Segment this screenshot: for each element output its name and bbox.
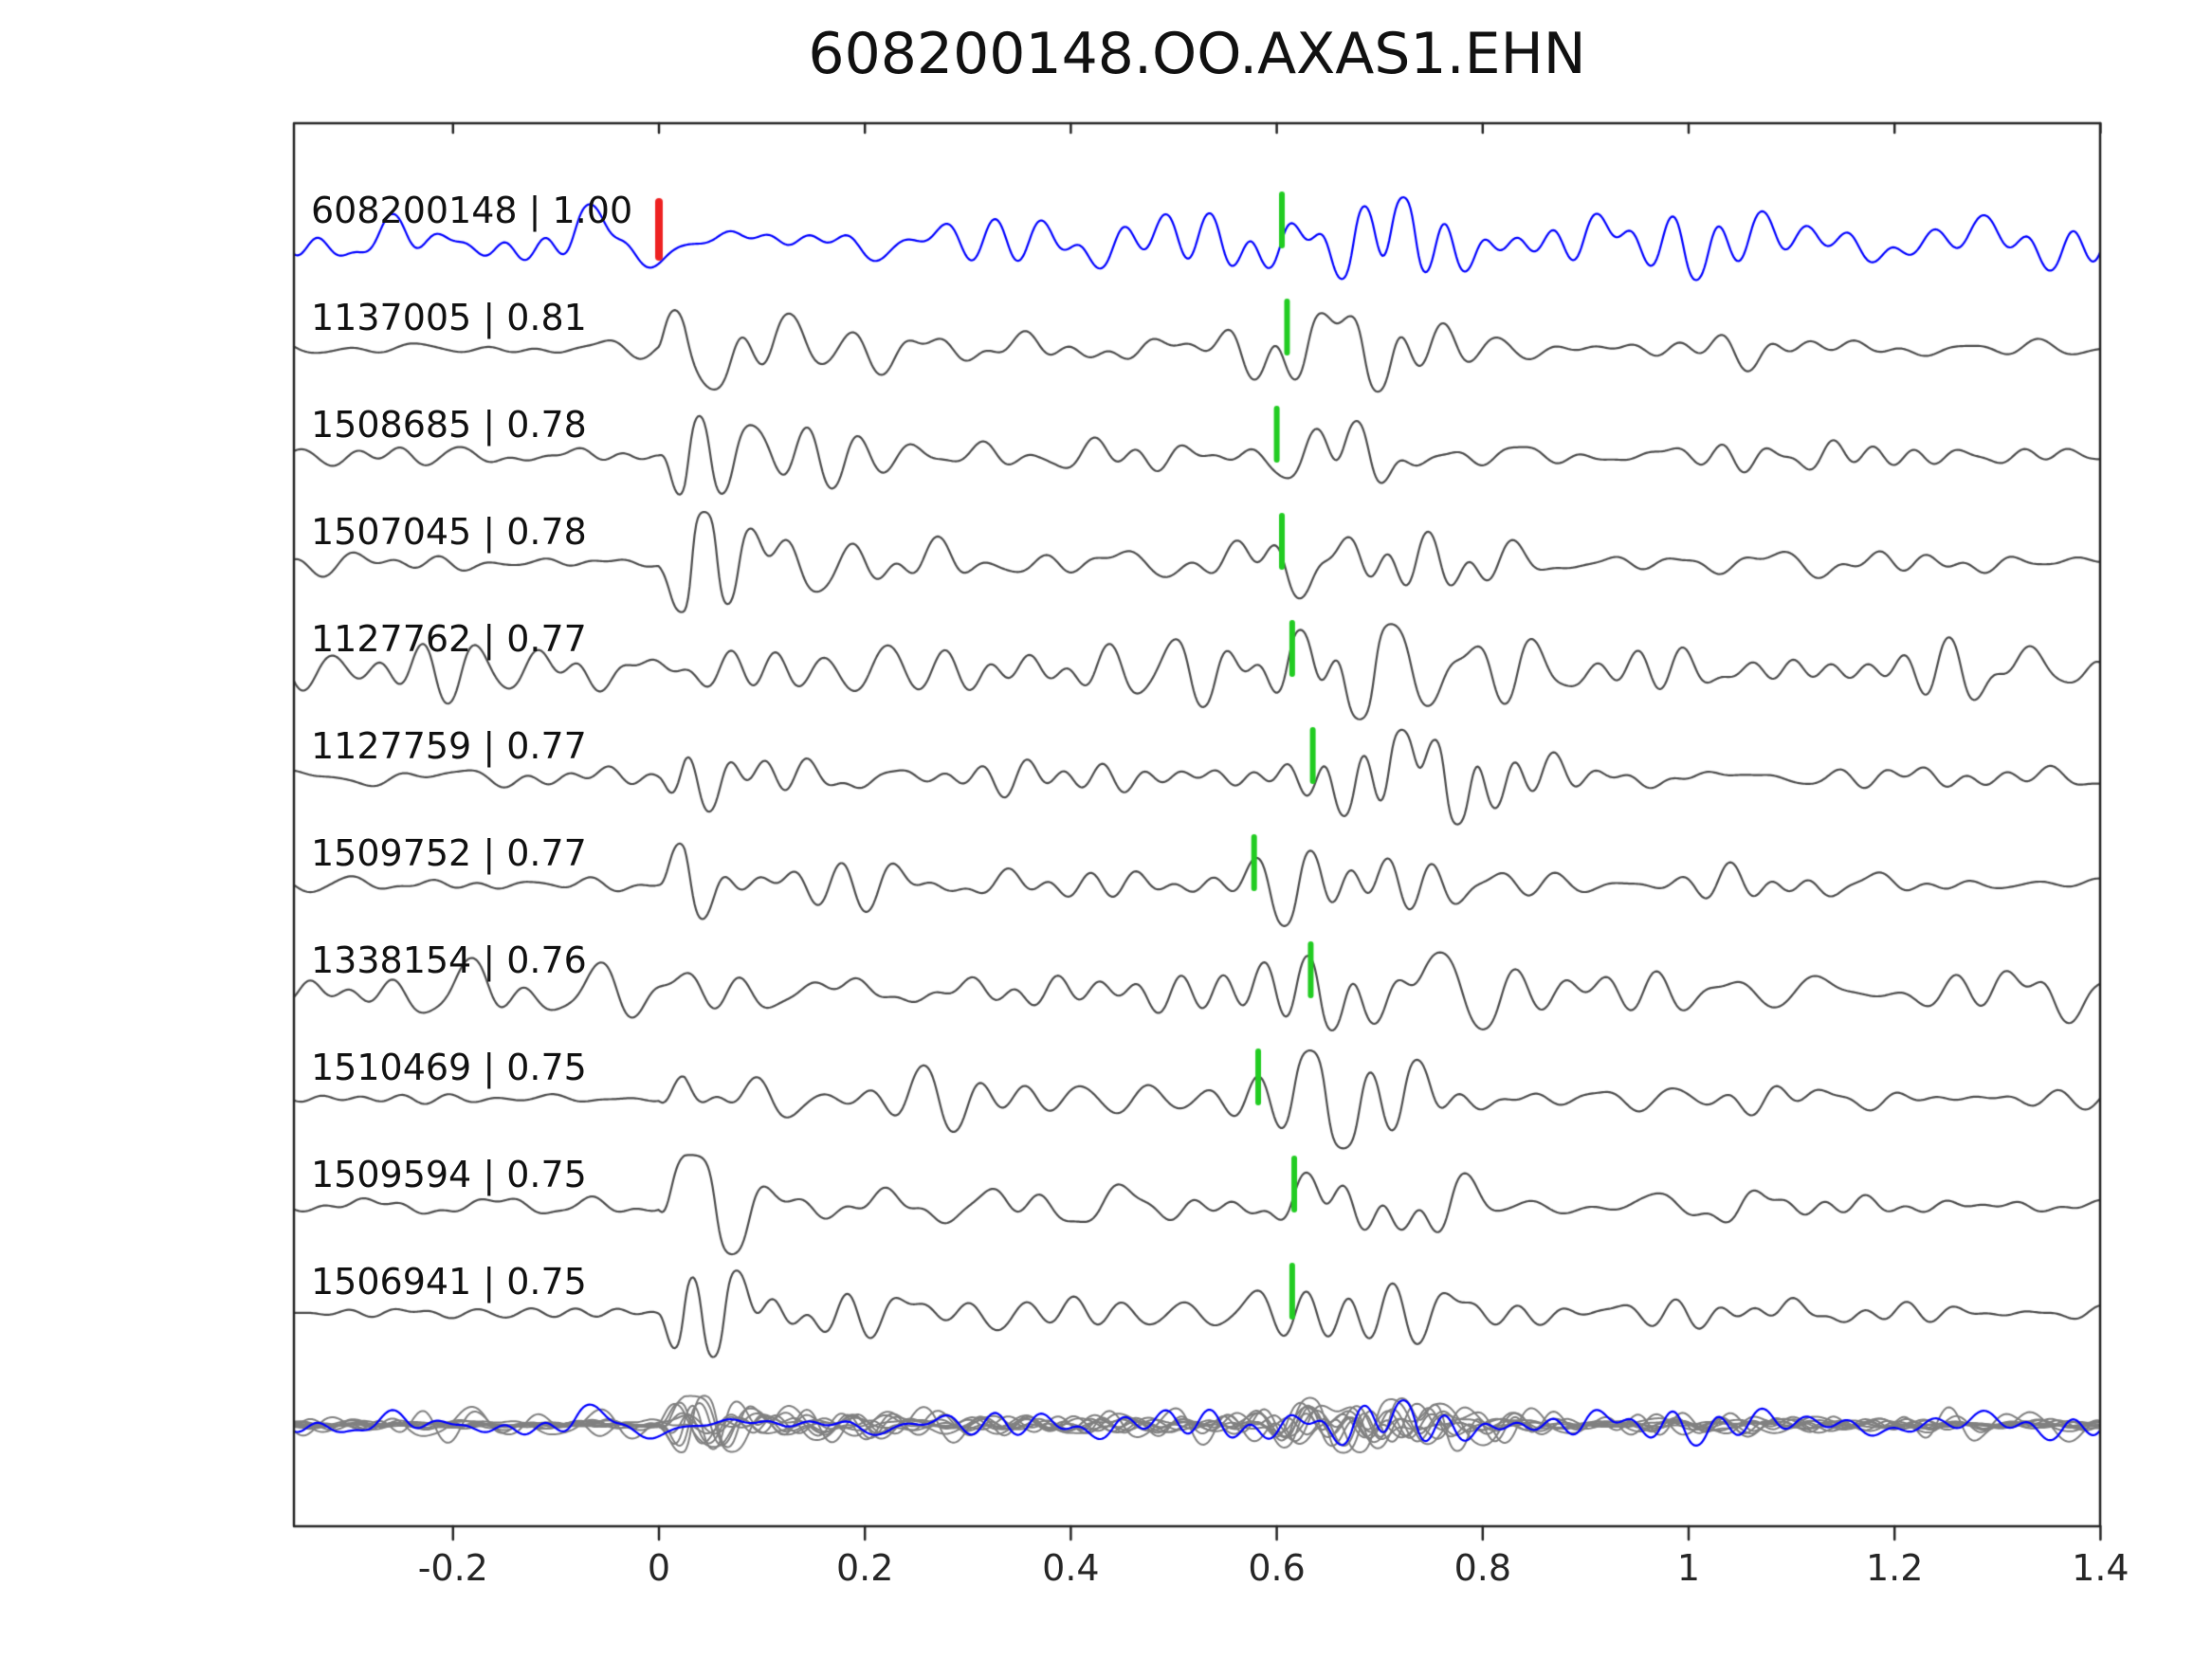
x-tick-label: 0.2 [835,1547,894,1589]
trace-label-1509594: 1509594 | 0.75 [311,1154,587,1195]
x-tick-label: 1.2 [1865,1547,1924,1589]
x-tick-label: 0.8 [1453,1547,1512,1589]
trace-label-1508685: 1508685 | 0.78 [311,404,587,446]
x-tick-label: 1.4 [2072,1547,2130,1589]
trace-label-1510469: 1510469 | 0.75 [311,1047,587,1088]
x-tick-label: 0.6 [1248,1547,1306,1589]
trace-label-1507045: 1507045 | 0.78 [311,511,587,553]
trace-label-1127759: 1127759 | 0.77 [311,725,587,767]
trace-label-1137005: 1137005 | 0.81 [311,297,587,338]
figure-title: 608200148.OO.AXAS1.EHN [808,21,1586,87]
trace-label-1127762: 1127762 | 0.77 [311,618,587,660]
trace-label-608200148: 608200148 | 1.00 [311,190,633,231]
trace-label-1506941: 1506941 | 0.75 [311,1261,587,1303]
trace-label-1509752: 1509752 | 0.77 [311,832,587,874]
x-tick-label: 0.4 [1042,1547,1100,1589]
x-tick-label: 0 [647,1547,671,1589]
trace-label-1338154: 1338154 | 0.76 [311,939,587,981]
x-tick-label: -0.2 [417,1547,488,1589]
x-tick-label: 1 [1676,1547,1701,1589]
